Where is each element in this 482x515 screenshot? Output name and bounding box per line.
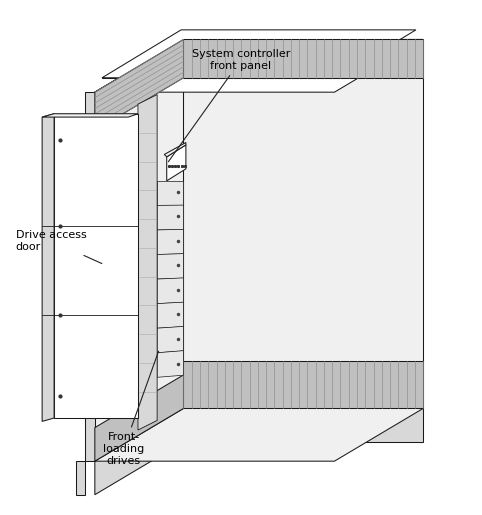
Polygon shape [95,40,184,461]
Polygon shape [157,229,184,254]
Polygon shape [184,40,423,408]
Polygon shape [157,351,184,377]
Polygon shape [138,95,157,430]
Polygon shape [157,205,184,230]
Polygon shape [95,40,184,130]
Polygon shape [184,40,423,78]
Polygon shape [42,114,54,421]
Polygon shape [157,327,184,353]
Polygon shape [42,114,138,117]
Polygon shape [76,461,85,495]
Text: Front-
loading
drives: Front- loading drives [103,351,159,466]
Polygon shape [95,40,423,92]
Text: Drive access
door: Drive access door [16,230,102,264]
Polygon shape [85,92,95,461]
Polygon shape [102,30,416,78]
Polygon shape [157,253,184,279]
Polygon shape [95,408,184,495]
Polygon shape [184,360,423,408]
Polygon shape [167,145,186,181]
Polygon shape [54,114,138,418]
Polygon shape [157,302,184,328]
Polygon shape [95,408,423,461]
Polygon shape [95,375,184,461]
Polygon shape [157,181,184,205]
Text: System controller
front panel: System controller front panel [168,49,290,162]
Polygon shape [184,408,423,442]
Polygon shape [164,143,186,157]
Polygon shape [157,278,184,304]
